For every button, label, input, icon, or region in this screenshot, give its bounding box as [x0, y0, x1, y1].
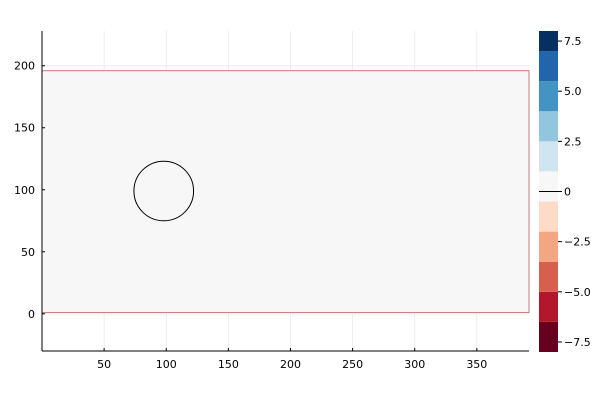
y-tick-label: 0	[28, 308, 35, 321]
colorbar-segment	[539, 291, 558, 322]
colorbar-segment	[539, 31, 558, 52]
colorbar-segment	[539, 231, 558, 262]
field-region	[41, 70, 530, 314]
colorbar-segment	[539, 141, 558, 172]
colorbar-tick-label: −7.5	[564, 336, 591, 349]
obstacle-circle	[133, 160, 195, 222]
colorbar-segment	[539, 51, 558, 82]
colorbar-tick-label: 7.5	[564, 35, 582, 48]
colorbar-tick-label: 0	[564, 186, 571, 199]
colorbar-segment	[539, 171, 558, 202]
colorbar-segment	[539, 201, 558, 232]
colorbar-segment	[539, 261, 558, 292]
y-tick-label: 200	[14, 60, 35, 73]
colorbar-tick-label: −2.5	[564, 236, 591, 249]
x-tick-label: 100	[156, 358, 177, 371]
x-tick-label: 50	[97, 358, 111, 371]
y-tick-label: 50	[21, 246, 35, 259]
colorbar-segment	[539, 81, 558, 112]
x-tick-label: 200	[280, 358, 301, 371]
colorbar-tick-label: −5.0	[564, 286, 591, 299]
colorbar-tick-label: 2.5	[564, 135, 582, 148]
x-tick-label: 300	[404, 358, 425, 371]
y-tick-label: 100	[14, 184, 35, 197]
colorbar-tick-label: 5.0	[564, 85, 582, 98]
x-tick-label: 250	[342, 358, 363, 371]
x-tick-label: 350	[466, 358, 487, 371]
colorbar-segment	[539, 321, 558, 352]
x-tick-label: 150	[218, 358, 239, 371]
y-tick-label: 150	[14, 122, 35, 135]
colorbar: −7.5 −5.0 −2.5 0 2.5 5.0 7.5	[539, 31, 591, 352]
plot-area	[41, 70, 530, 314]
colorbar-segment	[539, 111, 558, 142]
axes: 50 100 150 200 250 300 350 0 50 100 150 200	[14, 31, 529, 371]
